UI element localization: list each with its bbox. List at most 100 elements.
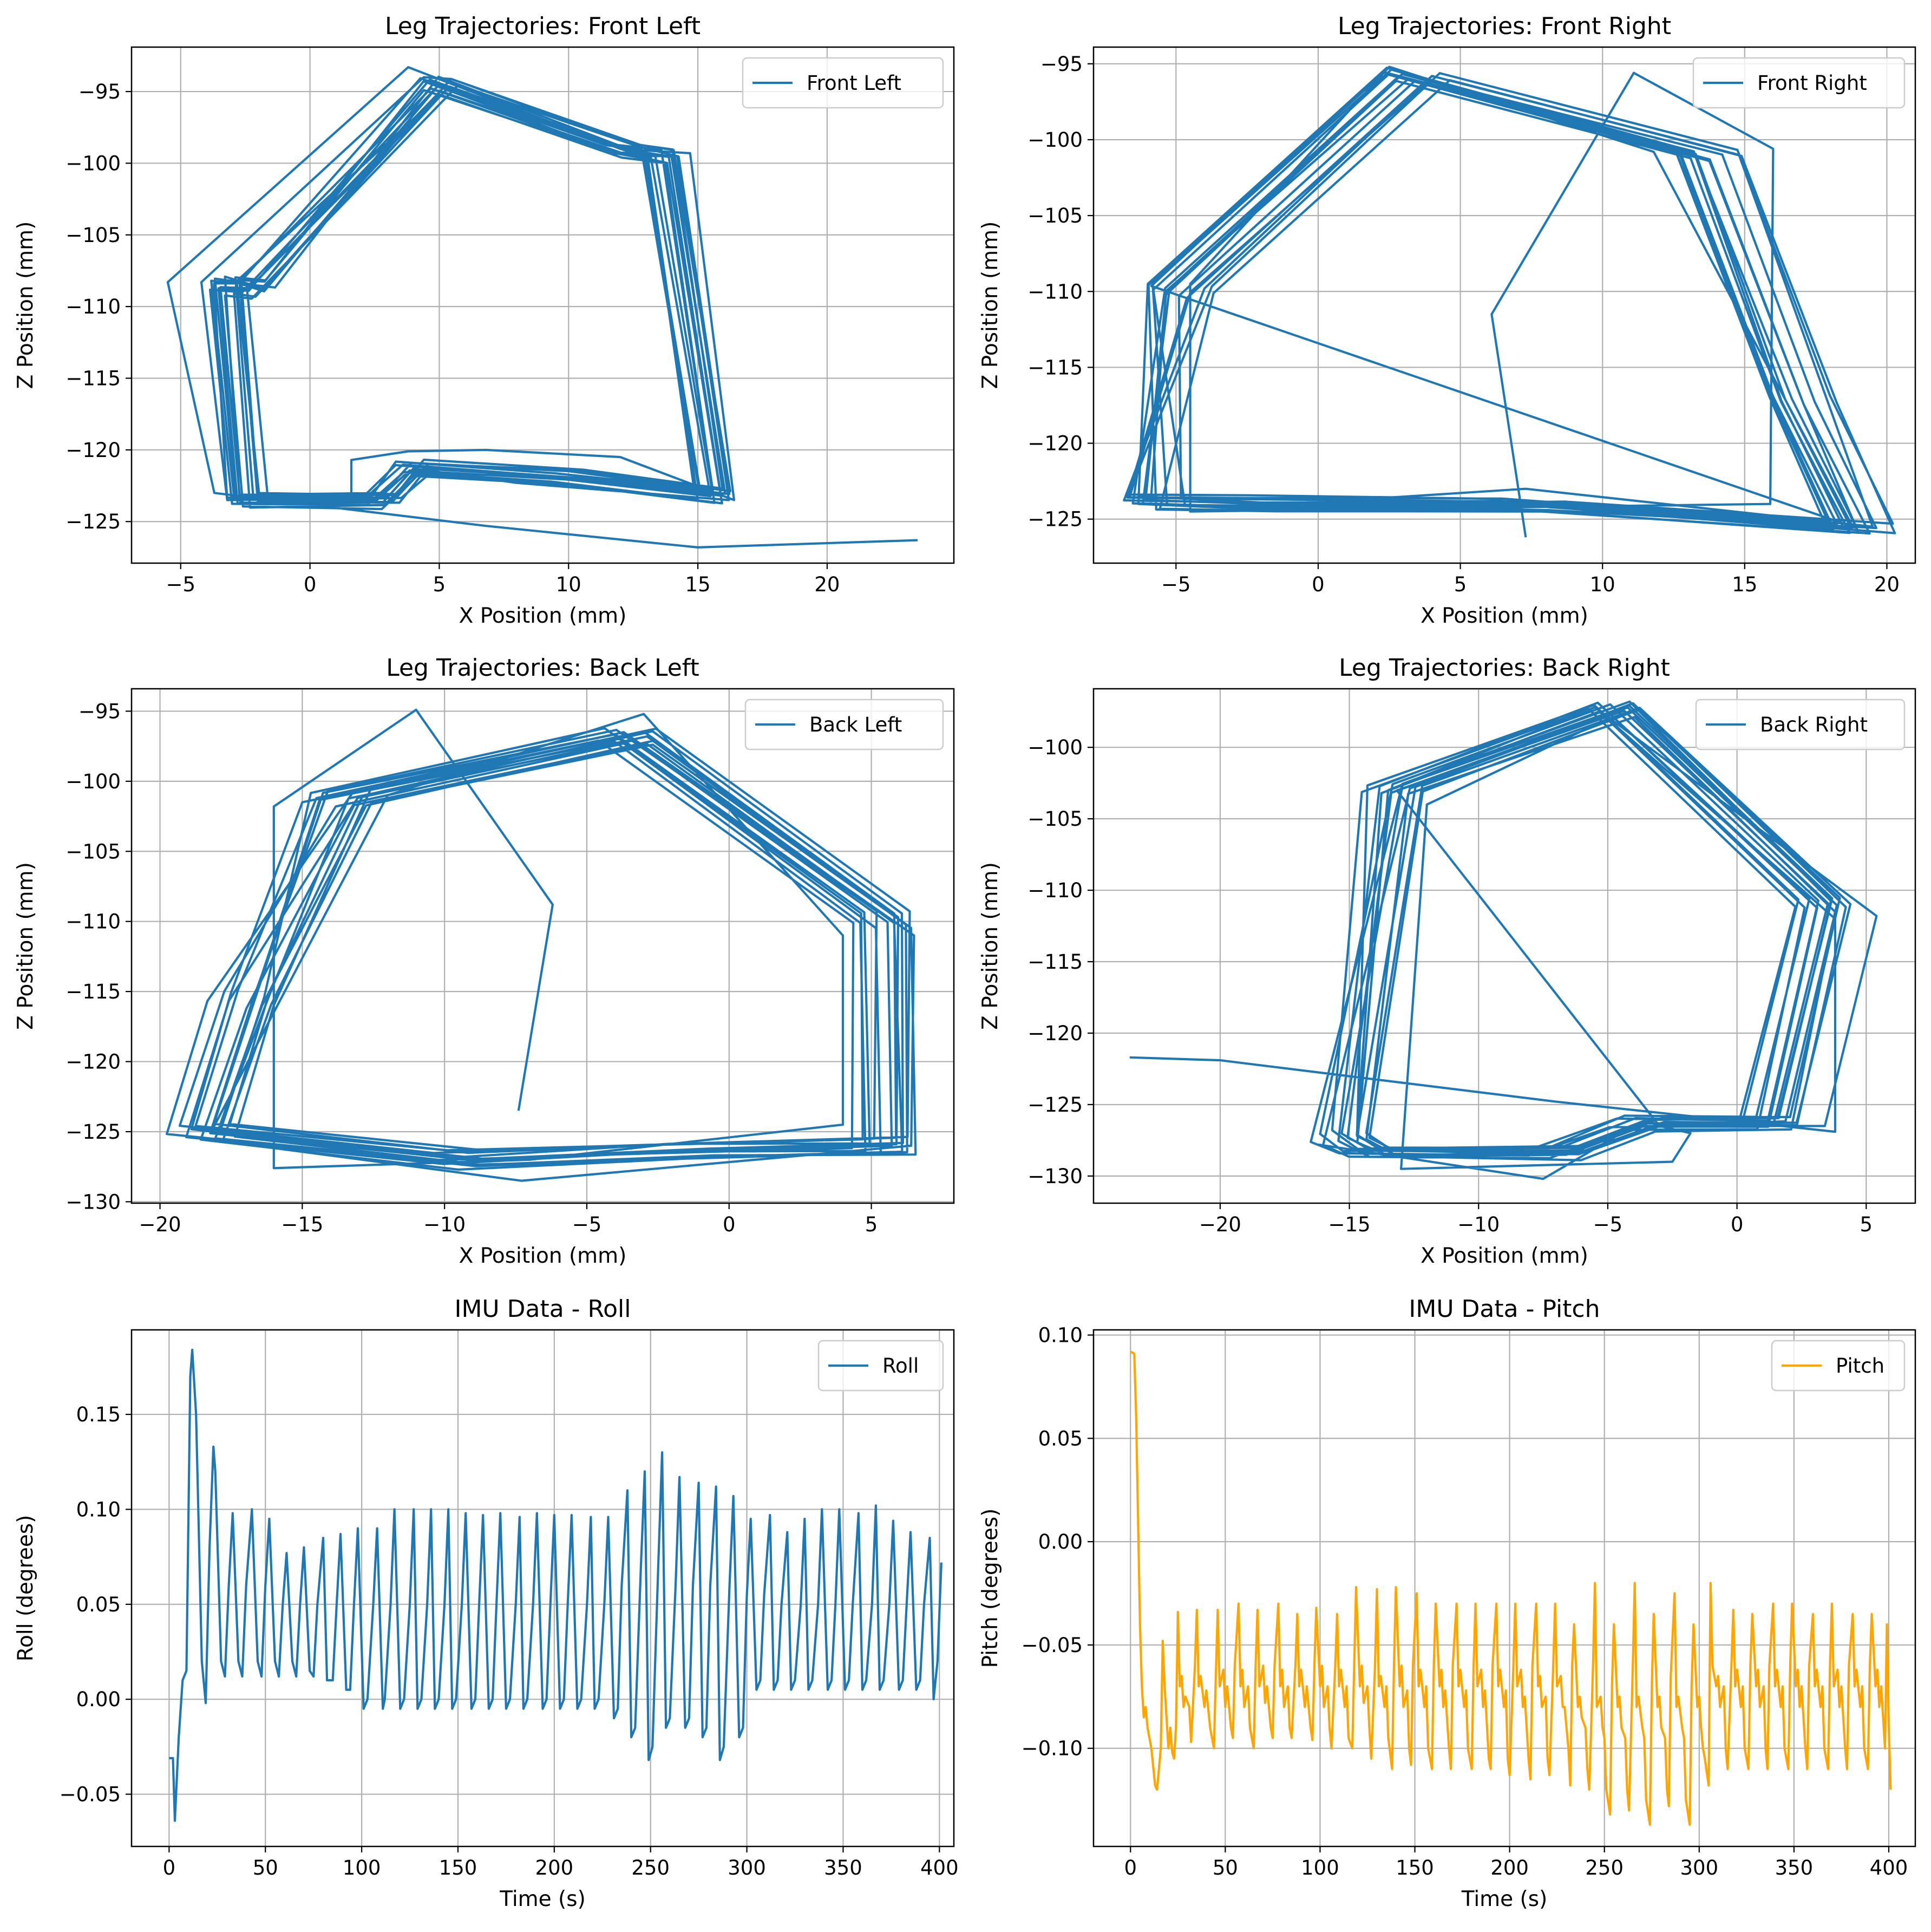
x-tick-label: 250 <box>1585 1856 1624 1879</box>
x-tick-label: 10 <box>556 573 581 596</box>
x-axis-label: X Position (mm) <box>1421 1244 1588 1268</box>
legend-box <box>742 57 944 109</box>
x-tick-label: 250 <box>631 1856 670 1879</box>
x-tick-label: 15 <box>685 573 711 596</box>
chart-panel-6: 0 50 100 150 200 250 300 350 400 0.10 0.05 0.00 −0.0… <box>978 1295 1916 1911</box>
x-axis-label: Time (s) <box>1461 1887 1548 1911</box>
x-tick-label: −15 <box>1328 1213 1371 1236</box>
chart-panel-3: −20 −15 −10 −5 0 5 −95 −100 −105 −110 −115 −120 −125… <box>14 654 955 1268</box>
y-tick-label: −100 <box>66 770 121 793</box>
y-tick-label: −105 <box>1027 204 1083 227</box>
legend-label: Front Left <box>807 71 901 95</box>
y-axis-label: Z Position (mm) <box>978 862 1003 1030</box>
series-line-front-left <box>166 66 918 549</box>
y-tick-label: −95 <box>78 80 121 103</box>
chart-title: Leg Trajectories: Front Left <box>385 12 701 40</box>
y-tick-label: −120 <box>1027 432 1083 455</box>
chart-title: IMU Data - Roll <box>454 1295 631 1323</box>
y-tick-label: −125 <box>66 1120 121 1144</box>
series-line-back-left <box>166 708 917 1182</box>
axes-frame <box>130 688 955 1204</box>
legend-box <box>817 1340 944 1392</box>
y-tick-label: −100 <box>1027 736 1083 759</box>
legend-label: Back Left <box>809 713 902 736</box>
x-tick-label: 200 <box>535 1856 574 1879</box>
y-axis-label: Z Position (mm) <box>14 862 38 1030</box>
chart-panel-2: −5 0 5 10 15 20 −95 −100 −105 −110 −115 −120 −125 Leg… <box>978 12 1916 628</box>
plot-area <box>1094 1330 1915 1846</box>
series-line-roll <box>169 1348 942 1822</box>
axes-frame <box>1092 1329 1916 1848</box>
legend: Pitch <box>1771 1340 1906 1392</box>
y-tick-label: −95 <box>1040 53 1083 76</box>
x-tick-label: 100 <box>343 1856 381 1879</box>
y-axis-label: Z Position (mm) <box>978 221 1003 389</box>
legend-box <box>744 699 944 750</box>
legend-box <box>1771 1340 1906 1392</box>
y-tick-label: −130 <box>66 1190 121 1213</box>
y-tick-label: −0.05 <box>60 1783 121 1806</box>
plot-area <box>132 1330 954 1846</box>
x-tick-label: −15 <box>281 1213 323 1236</box>
x-tick-label: 5 <box>433 573 446 596</box>
x-tick-label: 5 <box>1454 573 1467 596</box>
x-tick-label: 400 <box>920 1856 959 1879</box>
x-axis-label: X Position (mm) <box>459 604 627 628</box>
chart-panel-4: −20 −15 −10 −5 0 5 −100 −105 −110 −115 −120 −125 −13… <box>978 654 1916 1268</box>
y-tick-label: 0.05 <box>76 1593 121 1616</box>
x-tick-label: 300 <box>1680 1856 1718 1879</box>
x-tick-label: −5 <box>166 573 195 596</box>
y-tick-label: −125 <box>1027 1093 1083 1117</box>
x-tick-label: −5 <box>572 1213 602 1236</box>
x-tick-label: 15 <box>1732 573 1757 596</box>
chart-title: Leg Trajectories: Back Right <box>1339 654 1670 682</box>
y-tick-label: −110 <box>1027 280 1083 303</box>
legend-label: Back Right <box>1760 713 1868 736</box>
y-tick-label: −95 <box>78 700 121 723</box>
y-tick-label: −110 <box>1027 879 1083 902</box>
y-tick-label: 0.10 <box>76 1498 121 1521</box>
chart-title: Leg Trajectories: Front Right <box>1338 12 1671 40</box>
y-tick-label: −115 <box>1027 356 1083 379</box>
y-tick-label: −0.05 <box>1022 1634 1083 1657</box>
chart-panel-5: 0 50 100 150 200 250 300 350 400 −0.05 0.00 0.05 0.1… <box>14 1295 959 1911</box>
y-tick-label: 0.00 <box>1038 1530 1083 1554</box>
chart-title: IMU Data - Pitch <box>1409 1295 1600 1323</box>
x-axis-label: X Position (mm) <box>1421 604 1588 628</box>
y-tick-label: 0.00 <box>76 1688 121 1711</box>
legend: Back Right <box>1695 699 1906 750</box>
x-tick-label: 350 <box>824 1856 862 1879</box>
x-tick-label: 10 <box>1590 573 1615 596</box>
axes-frame <box>1092 46 1916 564</box>
legend: Front Right <box>1692 57 1906 109</box>
x-tick-label: 50 <box>1213 1856 1238 1879</box>
plot-area <box>132 689 954 1203</box>
x-tick-label: 0 <box>723 1213 736 1236</box>
y-tick-label: −115 <box>66 367 121 390</box>
x-tick-label: −10 <box>1457 1213 1500 1236</box>
y-axis-label: Z Position (mm) <box>14 221 38 389</box>
chart-title: Leg Trajectories: Back Left <box>386 654 699 682</box>
x-tick-label: 0 <box>1124 1856 1137 1879</box>
y-tick-label: −100 <box>66 152 121 175</box>
y-tick-label: −0.10 <box>1022 1737 1083 1760</box>
y-tick-label: −110 <box>66 295 121 318</box>
y-tick-label: −100 <box>1027 128 1083 152</box>
y-axis-label: Roll (degrees) <box>14 1515 38 1662</box>
axes-frame <box>1092 688 1916 1204</box>
x-tick-label: 0 <box>304 573 317 596</box>
y-tick-label: −120 <box>66 439 121 462</box>
legend-box <box>1692 57 1906 109</box>
axes-frame <box>130 46 955 564</box>
x-tick-label: 0 <box>1731 1213 1744 1236</box>
axes-frame <box>130 1329 955 1848</box>
y-tick-label: −115 <box>1027 950 1083 974</box>
y-tick-label: −110 <box>66 910 121 934</box>
x-axis-label: X Position (mm) <box>459 1244 627 1268</box>
legend-label: Roll <box>882 1354 919 1378</box>
y-tick-label: −125 <box>1027 508 1083 531</box>
x-tick-label: 150 <box>1396 1856 1434 1879</box>
y-tick-label: 0.10 <box>1038 1324 1083 1347</box>
x-tick-label: 5 <box>865 1213 878 1236</box>
